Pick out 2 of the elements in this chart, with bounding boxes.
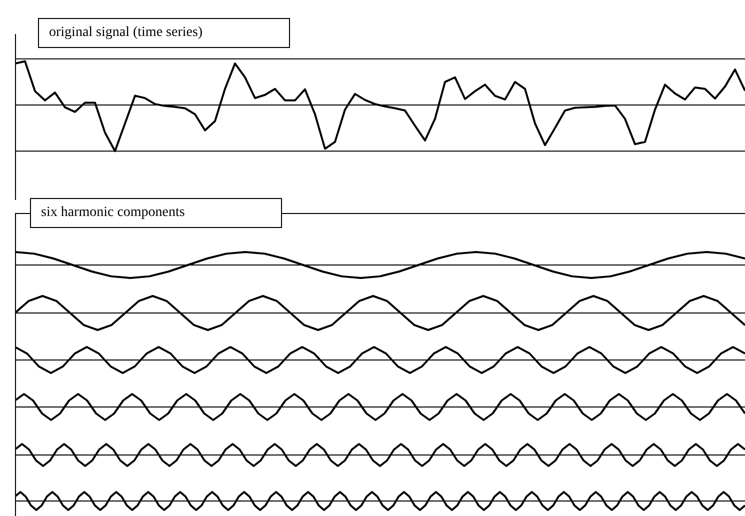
chart-title: original signal (time series) xyxy=(38,18,290,48)
chart-title: six harmonic components xyxy=(30,198,282,228)
